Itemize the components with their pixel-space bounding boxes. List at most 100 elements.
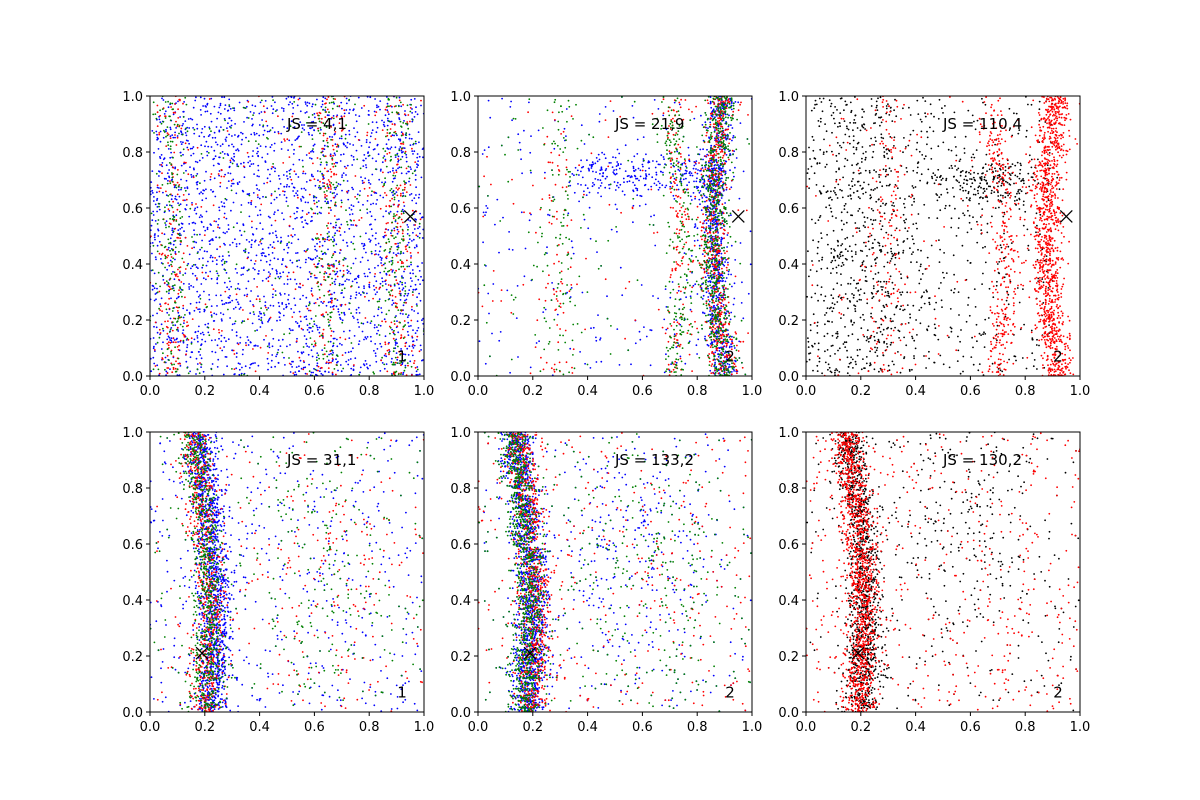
scatter-point [270,202,273,205]
scatter-point [152,314,154,317]
scatter-point [352,315,354,318]
scatter-point [223,242,225,245]
scatter-point [329,168,332,171]
scatter-point [334,278,337,281]
scatter-point [187,372,190,375]
scatter-point [274,170,276,173]
scatter-point [171,194,174,197]
scatter-point [695,160,698,163]
scatter-point [327,318,330,321]
scatter-point [215,294,218,297]
scatter-point [300,327,303,330]
scatter-point [418,350,421,353]
scatter-point [237,149,240,152]
scatter-point [296,322,299,325]
scatter-point [206,228,209,231]
scatter-point [379,207,382,210]
scatter-point [212,320,215,322]
scatter-point [707,344,710,347]
scatter-point [296,190,299,192]
scatter-point [343,109,346,112]
scatter-point [378,288,381,290]
scatter-point [238,308,241,310]
scatter-point [178,289,181,291]
scatter-point [410,103,412,106]
scatter-point [274,294,277,296]
scatter-point [189,356,192,359]
scatter-point [184,272,187,275]
scatter-point [209,178,212,181]
scatter-point [162,275,164,278]
scatter-point [599,185,602,187]
scatter-point [390,268,392,271]
scatter-point [156,244,159,247]
scatter-point [410,255,412,257]
scatter-point [406,330,409,333]
scatter-point [326,236,329,239]
scatter-point [365,164,367,166]
scatter-point [362,203,364,206]
scatter-point [374,343,377,345]
scatter-point [420,349,422,351]
scatter-point [301,352,303,355]
scatter-point [313,178,316,181]
scatter-point [361,256,364,259]
scatter-point [206,110,209,113]
scatter-point [388,120,390,123]
scatter-point [386,96,388,98]
scatter-point [415,244,418,247]
scatter-point [411,209,414,212]
scatter-point [208,126,211,129]
scatter-point [401,283,404,286]
scatter-point [369,135,372,138]
scatter-point [177,117,180,119]
scatter-point [335,267,338,270]
scatter-point [606,295,608,298]
scatter-point [671,281,674,283]
scatter-point [231,143,233,146]
scatter-point [277,209,279,212]
scatter-point [269,180,272,183]
scatter-point [373,288,376,291]
scatter-point [382,215,385,218]
scatter-point [218,236,221,239]
scatter-point [275,355,277,358]
scatter-point [395,305,397,308]
scatter-point [325,198,328,201]
scatter-point [240,143,243,146]
scatter-point [194,222,197,225]
scatter-point [392,169,394,172]
scatter-point [403,270,405,273]
scatter-point [181,325,184,328]
scatter-point [299,286,302,289]
scatter-point [616,328,619,330]
scatter-point [406,250,409,253]
scatter-point [364,360,367,362]
scatter-point [171,176,174,179]
scatter-point [732,136,734,139]
scatter-point [347,359,350,361]
scatter-point [384,283,387,285]
scatter-point [673,177,676,180]
scatter-point [286,251,289,254]
scatter-point [335,224,338,227]
scatter-point [718,294,720,296]
scatter-point [350,224,353,226]
scatter-point [300,187,303,190]
scatter-point [391,197,393,200]
scatter-point [242,348,244,351]
scatter-point [175,186,178,189]
scatter-point [407,334,410,336]
scatter-point [689,174,692,177]
scatter-point [156,199,158,202]
scatter-point [349,272,352,275]
scatter-point [353,248,356,251]
scatter-point [393,320,396,322]
scatter-point [285,200,288,203]
scatter-point [328,114,330,117]
scatter-point [404,181,406,184]
scatter-point [323,344,326,346]
scatter-point [187,118,190,120]
scatter-point [283,248,285,251]
scatter-point [296,216,298,219]
